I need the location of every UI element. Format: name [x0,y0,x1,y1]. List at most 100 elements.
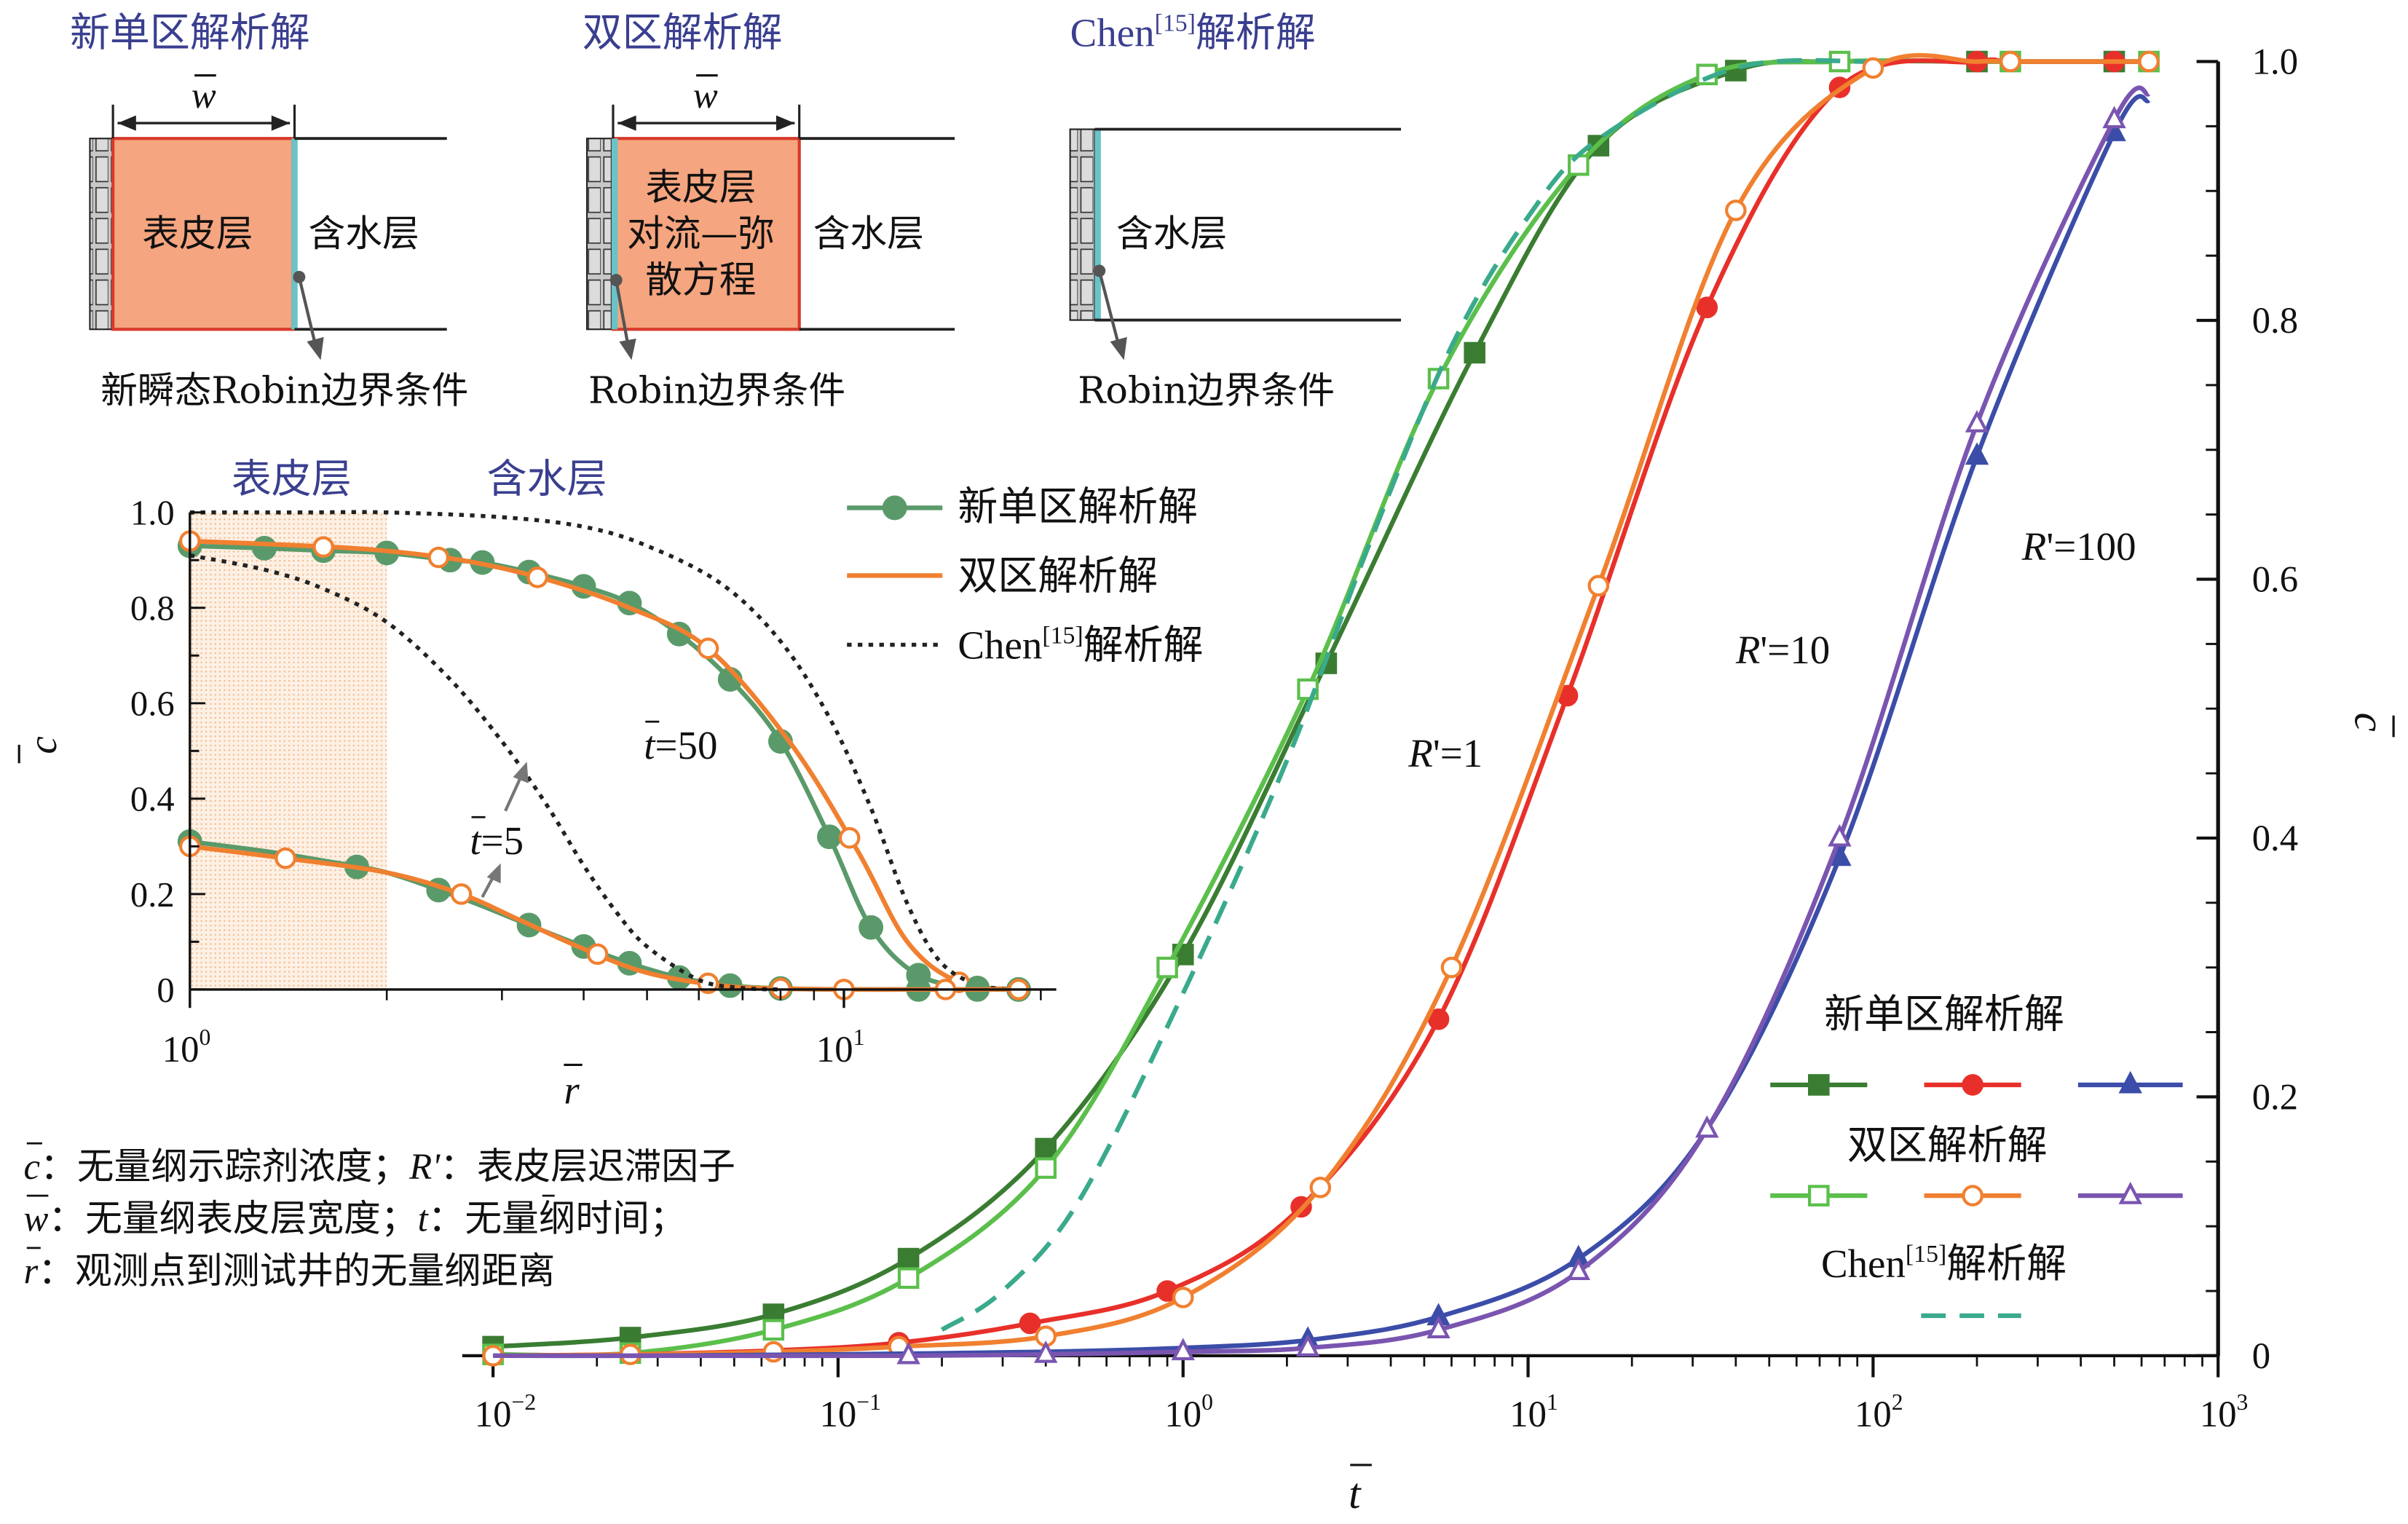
marker-circle [1440,956,1463,979]
main-chart: 10−2 10−1 100 101 102 103 0 0.2 0.4 0.6 0.8 1.0 R'… [462,41,2395,1517]
marker-circle [858,915,884,940]
skin-label-line3: 散方程 [645,258,756,301]
definitions: c：无量纲示踪剂浓度；R'：表皮层迟滞因子 w：无量纲表皮层宽度；t：无量纲时间… [24,1142,735,1292]
w-arrowhead-right [775,115,795,131]
marker-square [897,1247,920,1270]
inset-y-label: c [20,736,65,754]
skin-label: 表皮层 [142,212,253,255]
well-hatch [585,138,612,331]
inset-chart: 表皮层 含水层 100 101 00.20.40.60.81.0 r c t=50… [17,455,1203,1112]
w-label: w [693,75,718,116]
skin-zone [611,137,801,331]
boundary-pointer-line [1097,270,1121,349]
boundary-label: Robin边界条件 [1078,369,1335,412]
inset-aquifer-region-label: 含水层 [487,455,607,502]
x-tick-label: 100 [1164,1389,1213,1434]
marker-circle [275,847,296,869]
legend-samples [1770,1070,2183,1319]
definition-line-2: w：无量纲表皮层宽度；t：无量纲时间； [24,1197,687,1240]
w-arrowhead-left [117,115,136,131]
aquifer-label: 含水层 [813,212,924,255]
inset-series-t=50 [189,510,1019,992]
aquifer-label: 含水层 [1116,212,1227,255]
schematic-chen-title: Chen[15]解析解 [1070,9,1316,55]
annotation-t5-arrowhead-chen [513,762,529,783]
marker-circle [2000,50,2021,73]
marker-circle [838,826,861,849]
marker-circle [762,1341,785,1363]
main-series [482,50,2160,1367]
inset-legend-single: 新单区解析解 [958,483,1198,529]
boundary-pointer-head [1110,336,1127,360]
w-arrowhead-left [617,115,636,131]
inset-x-tick-label: 100 [162,1024,211,1070]
marker-triangle [1828,824,1852,847]
inset-y-tick-label: 0 [157,971,174,1010]
marker-circle [697,637,719,660]
marker-circle [1427,1008,1450,1030]
w-label: w [192,75,216,116]
inset-x-ticks: 100 101 [162,989,1042,1070]
y-tick-label: 0.6 [2252,558,2298,599]
w-arrowhead-right [271,115,291,131]
marker-triangle [1566,1258,1590,1280]
main-x-label: t [1349,1469,1362,1517]
y-tick-label: 0.2 [2252,1076,2298,1117]
annotation-t5-arrow-chen [504,776,523,812]
inset-legend-two: 双区解析解 [958,552,1158,599]
marker-triangle [1171,1338,1195,1361]
x-tick-label: 10−2 [475,1389,536,1434]
y-tick-label: 1.0 [2252,41,2298,82]
well-hatch [1069,128,1096,321]
definition-line-1: c：无量纲示踪剂浓度；R'：表皮层迟滞因子 [24,1145,735,1188]
marker-circle [1019,1312,1041,1335]
legend-two-title: 双区解析解 [1847,1121,2048,1168]
inset-y-tick-label: 0.2 [130,875,175,915]
curve-label: R'=100 [2021,524,2136,569]
boundary-pointer-line [297,276,318,349]
y-tick-label: 0.8 [2252,300,2298,341]
legend-chen-title: Chen[15]解析解 [1821,1240,2066,1287]
aquifer-label: 含水层 [309,212,419,255]
marker-triangle [896,1341,920,1365]
inset-y-tick-label: 1.0 [130,494,175,533]
inset-x-label: r [564,1067,580,1112]
inset-skin-region-label: 表皮层 [232,455,352,502]
boundary-pointer-line [615,280,631,348]
marker-square [1807,1185,1830,1207]
annotation-t5: t=5 [470,818,524,863]
boundary-pointer-head [307,336,324,360]
y-tick-label: 0 [2252,1335,2270,1376]
inset-series-line [189,538,1019,992]
marker-triangle [1965,410,1989,433]
marker-triangle [2118,1181,2142,1204]
y-tick-label: 0.4 [2252,818,2298,858]
boundary-pointer-head [619,338,636,360]
skin-label-line1: 表皮层 [645,166,756,209]
marker-circle [882,495,907,521]
schematic-single-zone: 新单区解析解 w 表皮层 含水层 新瞬态Robin边界条件 [70,9,468,411]
marker-circle [1696,296,1718,319]
inset-legend: 新单区解析解 双区解析解 Chen[15]解析解 [847,483,1203,668]
series-R'=10-open-circle [482,50,2160,1367]
x-tick-label: 102 [1855,1389,1903,1434]
series-R'=1-none [940,58,1874,1332]
inset-x-tick-label: 101 [816,1024,865,1070]
inset-legend-chen: Chen[15]解析解 [958,622,1203,668]
main-curve-labels: R'=1 R'=10 R'=100 [1408,524,2136,775]
marker-square [762,1319,785,1341]
marker-square [897,1267,920,1290]
boundary-label: Robin边界条件 [588,369,845,412]
main-y-label: c [2345,712,2393,731]
inset-skin-shading [189,512,387,990]
inset-series-t=50 [179,530,1030,1000]
marker-circle [1725,200,1747,221]
marker-circle [450,883,473,905]
main-y-ticks: 0 0.2 0.4 0.6 0.8 1.0 [2196,41,2298,1376]
marker-circle [1962,1185,1983,1207]
inset-y-tick-label: 0.4 [130,780,175,819]
annotation-t50: t=50 [644,723,717,767]
marker-square [1807,1074,1830,1096]
x-tick-label: 103 [2200,1389,2249,1434]
